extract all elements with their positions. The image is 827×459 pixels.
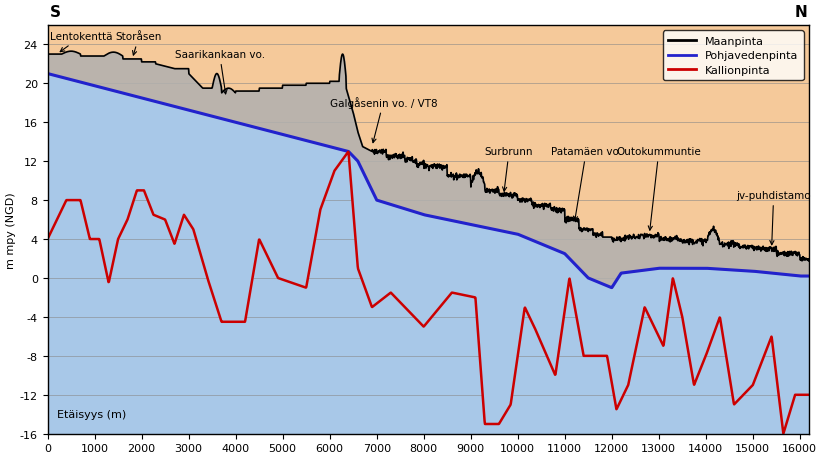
Text: S: S [50, 5, 60, 20]
Text: Etäisyys (m): Etäisyys (m) [57, 409, 126, 419]
Legend: Maanpinta, Pohjavedenpinta, Kallionpinta: Maanpinta, Pohjavedenpinta, Kallionpinta [662, 31, 803, 81]
Text: Lentokenttä: Lentokenttä [50, 32, 112, 53]
Text: Saarikankaan vo.: Saarikankaan vo. [174, 50, 265, 95]
Text: Outokummuntie: Outokummuntie [616, 147, 700, 231]
Text: N: N [793, 5, 806, 20]
Y-axis label: m mpy (NGD): m mpy (NGD) [6, 191, 16, 268]
Text: Galgåsenin vo. / VT8: Galgåsenin vo. / VT8 [329, 96, 437, 143]
Text: Surbrunn: Surbrunn [485, 147, 533, 192]
Text: Storåsen: Storåsen [116, 32, 162, 56]
Text: jv-puhdistamo: jv-puhdistamo [735, 190, 810, 245]
Text: Patamäen vo.: Patamäen vo. [550, 147, 621, 221]
